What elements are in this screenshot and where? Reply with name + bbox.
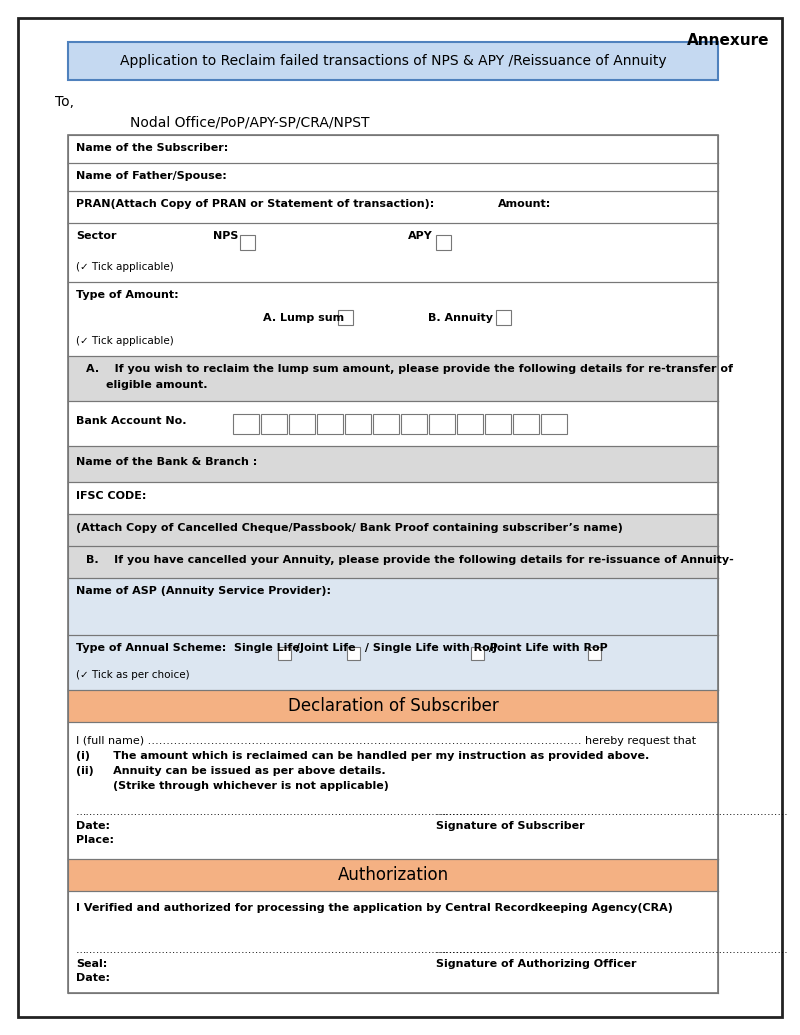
Text: Declaration of Subscriber: Declaration of Subscriber xyxy=(288,697,498,715)
Text: eligible amount.: eligible amount. xyxy=(106,380,207,390)
Text: /Joint Life with RoP: /Joint Life with RoP xyxy=(485,643,608,653)
Text: NPS: NPS xyxy=(213,231,238,241)
Bar xyxy=(68,282,718,356)
Bar xyxy=(68,446,718,482)
Text: …………………………………………………………………………………………………………: ………………………………………………………………………………………………………… xyxy=(76,807,491,817)
Text: Sector: Sector xyxy=(76,231,117,241)
Bar xyxy=(436,235,451,250)
Bar xyxy=(68,891,718,993)
Bar xyxy=(233,414,259,434)
Bar xyxy=(68,223,718,282)
Text: Type of Annual Scheme:  Single Life: Type of Annual Scheme: Single Life xyxy=(76,643,300,653)
Bar xyxy=(541,414,567,434)
Bar xyxy=(68,859,718,891)
Text: A. Lump sum: A. Lump sum xyxy=(263,313,344,323)
Bar xyxy=(68,401,718,446)
Text: (Strike through whichever is not applicable): (Strike through whichever is not applica… xyxy=(113,781,389,791)
Bar xyxy=(338,310,353,325)
Bar xyxy=(289,414,315,434)
Text: Signature of Subscriber: Signature of Subscriber xyxy=(436,821,585,831)
Text: A.    If you wish to reclaim the lump sum amount, please provide the following d: A. If you wish to reclaim the lump sum a… xyxy=(86,364,733,374)
Text: IFSC CODE:: IFSC CODE: xyxy=(76,491,146,501)
Text: B. Annuity: B. Annuity xyxy=(428,313,493,323)
Text: PRAN(Attach Copy of PRAN or Statement of transaction):: PRAN(Attach Copy of PRAN or Statement of… xyxy=(76,199,434,209)
Bar xyxy=(278,647,291,660)
Text: Application to Reclaim failed transactions of NPS & APY /Reissuance of Annuity: Application to Reclaim failed transactio… xyxy=(120,54,666,68)
Bar xyxy=(68,690,718,722)
Bar xyxy=(261,414,287,434)
Bar xyxy=(471,647,484,660)
Text: Date:: Date: xyxy=(76,973,110,983)
Bar xyxy=(401,414,427,434)
Bar xyxy=(317,414,343,434)
Text: Place:: Place: xyxy=(76,835,114,845)
Bar xyxy=(373,414,399,434)
Bar xyxy=(68,546,718,578)
Bar xyxy=(68,635,718,690)
Bar xyxy=(68,722,718,859)
Bar xyxy=(485,414,511,434)
Text: (✓ Tick applicable): (✓ Tick applicable) xyxy=(76,262,174,272)
Text: Authorization: Authorization xyxy=(338,866,449,884)
Text: /Joint Life: /Joint Life xyxy=(292,643,356,653)
Text: …………………………………………………………………………………………………………: ………………………………………………………………………………………………………… xyxy=(76,945,491,955)
Bar xyxy=(68,578,718,635)
Bar xyxy=(513,414,539,434)
Bar xyxy=(457,414,483,434)
Text: Name of ASP (Annuity Service Provider):: Name of ASP (Annuity Service Provider): xyxy=(76,586,331,596)
Text: Amount:: Amount: xyxy=(498,199,551,209)
Bar xyxy=(68,514,718,546)
Text: To,: To, xyxy=(55,95,74,109)
Text: B.    If you have cancelled your Annuity, please provide the following details f: B. If you have cancelled your Annuity, p… xyxy=(86,555,734,565)
Bar xyxy=(496,310,511,325)
Bar xyxy=(347,647,360,660)
Text: Signature of Authorizing Officer: Signature of Authorizing Officer xyxy=(436,959,637,969)
Text: I (full name) ……………………………………………………………………………………………………… hereby request that: I (full name) ……………………………………………………………………… xyxy=(76,736,696,746)
Text: / Single Life with RoP: / Single Life with RoP xyxy=(361,643,498,653)
Bar xyxy=(68,162,718,191)
Text: (✓ Tick as per choice): (✓ Tick as per choice) xyxy=(76,670,190,680)
Text: Bank Account No.: Bank Account No. xyxy=(76,416,186,426)
Text: (Attach Copy of Cancelled Cheque/Passbook/ Bank Proof containing subscriber’s na: (Attach Copy of Cancelled Cheque/Passboo… xyxy=(76,523,623,533)
Text: Date:: Date: xyxy=(76,821,110,831)
Bar xyxy=(68,482,718,514)
Text: Type of Amount:: Type of Amount: xyxy=(76,290,178,300)
Bar xyxy=(588,647,601,660)
Text: (ii)     Annuity can be issued as per above details.: (ii) Annuity can be issued as per above … xyxy=(76,766,386,776)
Text: APY: APY xyxy=(408,231,433,241)
Bar xyxy=(68,356,718,401)
Text: …………………………………………………………………………………………: ………………………………………………………………………………………… xyxy=(436,807,789,817)
Bar xyxy=(345,414,371,434)
Text: Nodal Office/PoP/APY-SP/CRA/NPST: Nodal Office/PoP/APY-SP/CRA/NPST xyxy=(130,115,370,129)
Text: Name of the Bank & Branch :: Name of the Bank & Branch : xyxy=(76,457,258,467)
Bar xyxy=(68,135,718,993)
Text: I Verified and authorized for processing the application by Central Recordkeepin: I Verified and authorized for processing… xyxy=(76,903,673,913)
Text: Name of the Subscriber:: Name of the Subscriber: xyxy=(76,143,228,153)
Text: Annexure: Annexure xyxy=(686,33,769,48)
Text: Name of Father/Spouse:: Name of Father/Spouse: xyxy=(76,171,226,181)
Bar xyxy=(240,235,255,250)
Text: (i)      The amount which is reclaimed can be handled per my instruction as prov: (i) The amount which is reclaimed can be… xyxy=(76,751,650,761)
Bar xyxy=(429,414,455,434)
Bar xyxy=(68,191,718,223)
Bar xyxy=(68,42,718,80)
Text: Seal:: Seal: xyxy=(76,959,107,969)
Text: (✓ Tick applicable): (✓ Tick applicable) xyxy=(76,336,174,346)
Bar xyxy=(68,135,718,162)
Text: …………………………………………………………………………………………: ………………………………………………………………………………………… xyxy=(436,945,789,955)
